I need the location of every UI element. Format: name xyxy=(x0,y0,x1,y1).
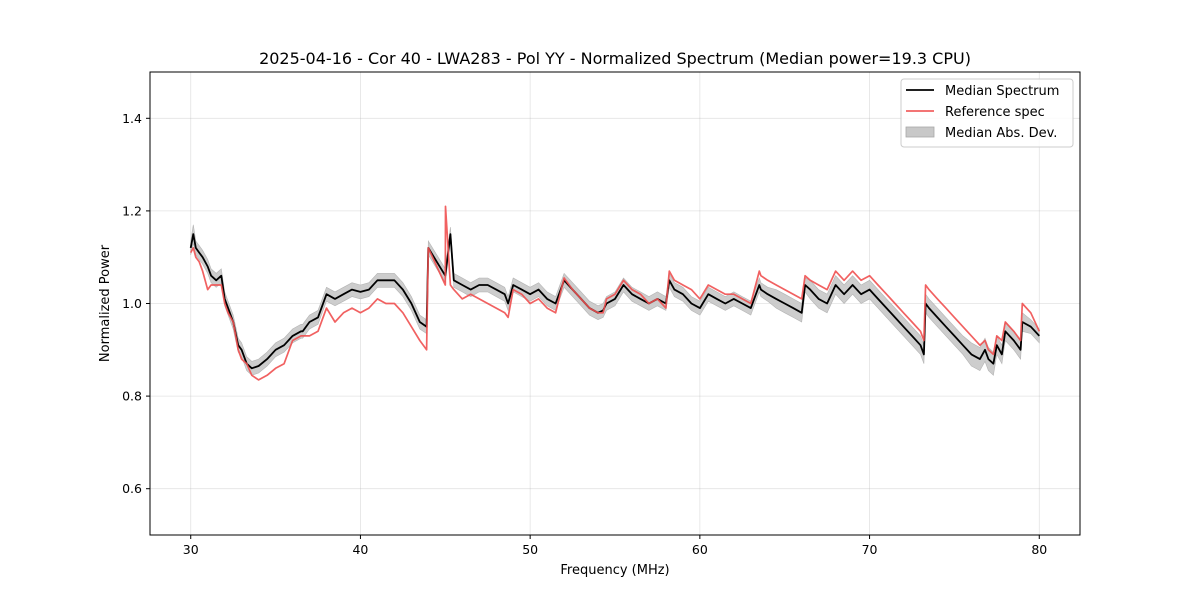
legend-mad-swatch xyxy=(905,126,935,138)
legend-median-label: Median Spectrum xyxy=(945,84,1059,99)
y-tick-label: 0.8 xyxy=(122,389,142,404)
x-tick-label: 70 xyxy=(862,542,878,557)
x-axis-ticks: 30 40 50 60 70 80 xyxy=(183,535,1047,557)
x-axis-label: Frequency (MHz) xyxy=(560,563,669,578)
chart-title: 2025-04-16 - Cor 40 - LWA283 - Pol YY - … xyxy=(259,49,971,68)
legend-reference-label: Reference spec xyxy=(945,105,1045,120)
x-tick-label: 60 xyxy=(692,542,708,557)
x-tick-label: 80 xyxy=(1031,542,1047,557)
median-spectrum-line xyxy=(189,233,1040,370)
x-tick-label: 50 xyxy=(522,542,538,557)
y-tick-label: 1.4 xyxy=(122,111,142,126)
reference-spec-line xyxy=(189,205,1041,381)
x-tick-label: 40 xyxy=(352,542,368,557)
y-axis-ticks: 0.6 0.8 1.0 1.2 1.4 xyxy=(122,111,150,496)
x-tick-label: 30 xyxy=(183,542,199,557)
legend: Median Spectrum Reference spec Median Ab… xyxy=(900,78,1074,148)
y-tick-label: 1.2 xyxy=(122,203,142,218)
y-tick-label: 0.6 xyxy=(122,481,142,496)
plot-area xyxy=(189,205,1041,381)
y-tick-label: 1.0 xyxy=(122,296,142,311)
y-axis-label: Normalized Power xyxy=(98,244,113,362)
legend-box xyxy=(900,78,1074,148)
legend-mad-label: Median Abs. Dev. xyxy=(945,126,1057,141)
